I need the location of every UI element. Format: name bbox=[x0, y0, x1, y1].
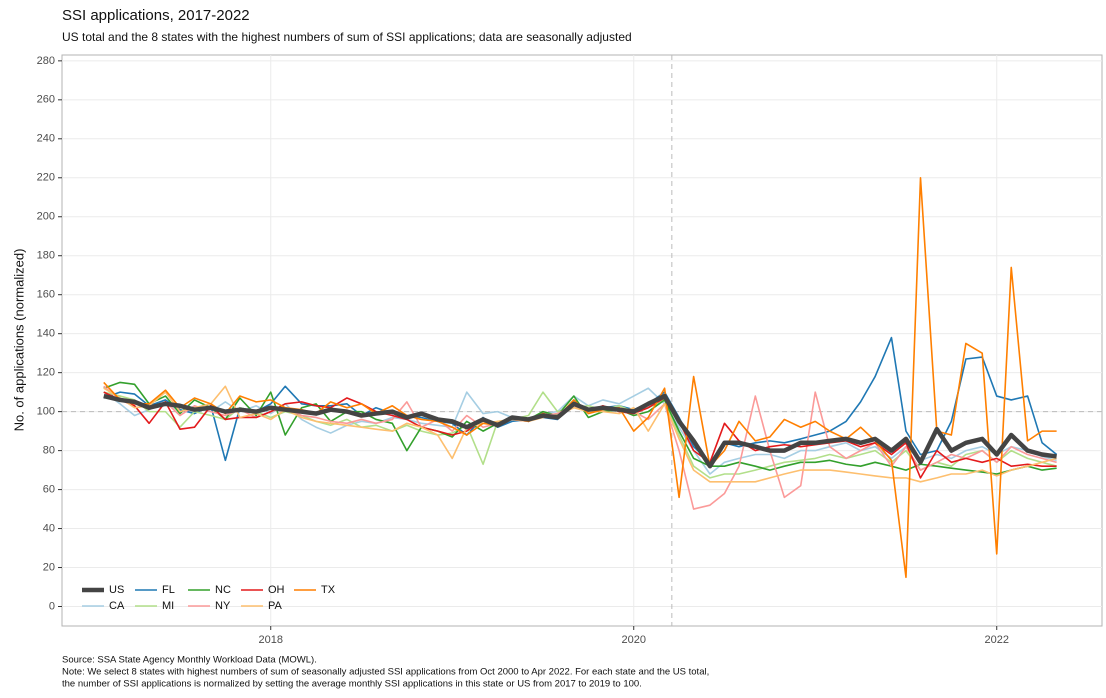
series-line bbox=[103, 393, 1057, 469]
y-tick-label: 240 bbox=[37, 133, 55, 145]
y-tick-label: 280 bbox=[37, 55, 55, 67]
y-tick-label: 20 bbox=[43, 561, 55, 573]
legend-label: OH bbox=[268, 584, 285, 596]
y-tick-label: 60 bbox=[43, 483, 55, 495]
y-tick-label: 200 bbox=[37, 211, 55, 223]
y-tick-label: 100 bbox=[37, 406, 55, 418]
chart-subtitle: US total and the 8 states with the highe… bbox=[62, 30, 632, 44]
legend-label: CA bbox=[109, 600, 125, 612]
x-tick-label: 2022 bbox=[984, 634, 1008, 646]
y-tick-label: 0 bbox=[49, 600, 55, 612]
plot-panel bbox=[61, 54, 1103, 627]
x-tick-label: 2018 bbox=[258, 634, 282, 646]
legend-label: PA bbox=[268, 600, 283, 612]
y-tick-label: 220 bbox=[37, 172, 55, 184]
source-note: Source: SSA State Agency Monthly Workloa… bbox=[62, 655, 317, 666]
y-tick-label: 180 bbox=[37, 250, 55, 262]
legend-label: FL bbox=[162, 584, 175, 596]
y-tick-label: 160 bbox=[37, 289, 55, 301]
note: Note: We select 8 states with highest nu… bbox=[62, 667, 709, 678]
legend-label: NC bbox=[215, 584, 231, 596]
y-tick-label: 140 bbox=[37, 328, 55, 340]
legend-label: TX bbox=[321, 584, 336, 596]
legend-label: NY bbox=[215, 600, 231, 612]
y-tick-label: 80 bbox=[43, 445, 55, 457]
y-axis-label: No. of applications (normalized) bbox=[11, 249, 26, 432]
y-tick-label: 120 bbox=[37, 367, 55, 379]
legend-label: MI bbox=[162, 600, 174, 612]
series-line bbox=[103, 385, 1057, 483]
legend-label: US bbox=[109, 584, 124, 596]
chart-title: SSI applications, 2017-2022 bbox=[62, 7, 250, 24]
y-tick-label: 40 bbox=[43, 522, 55, 534]
note: the number of SSI applications is normal… bbox=[62, 679, 642, 690]
y-tick-label: 260 bbox=[37, 94, 55, 106]
x-tick-label: 2020 bbox=[621, 634, 645, 646]
